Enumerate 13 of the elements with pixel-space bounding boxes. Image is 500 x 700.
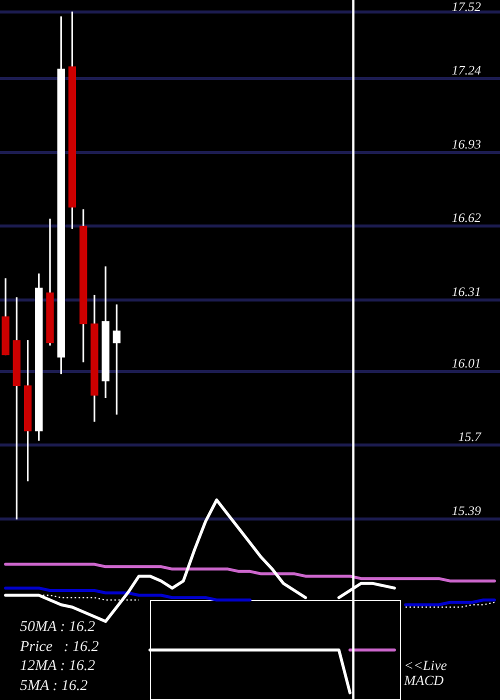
y-tick-label: 15.7: [458, 429, 482, 444]
annotation: Price : 16.2: [19, 639, 100, 655]
y-tick-label: 17.52: [452, 0, 482, 14]
annotation: 12MA : 16.2: [20, 658, 96, 674]
y-tick-label: 16.01: [452, 355, 481, 370]
y-tick-label: 16.93: [452, 136, 482, 152]
annotation: 50MA : 16.2: [20, 619, 96, 635]
annotation: 5MA : 16.2: [20, 678, 88, 694]
annotation: <<Live MACD: [403, 659, 447, 689]
y-tick-label: 16.62: [452, 210, 482, 226]
y-tick-label: 15.39: [452, 503, 482, 518]
y-tick-label: 17.24: [452, 62, 482, 78]
y-tick-label: 16.31: [452, 284, 481, 299]
